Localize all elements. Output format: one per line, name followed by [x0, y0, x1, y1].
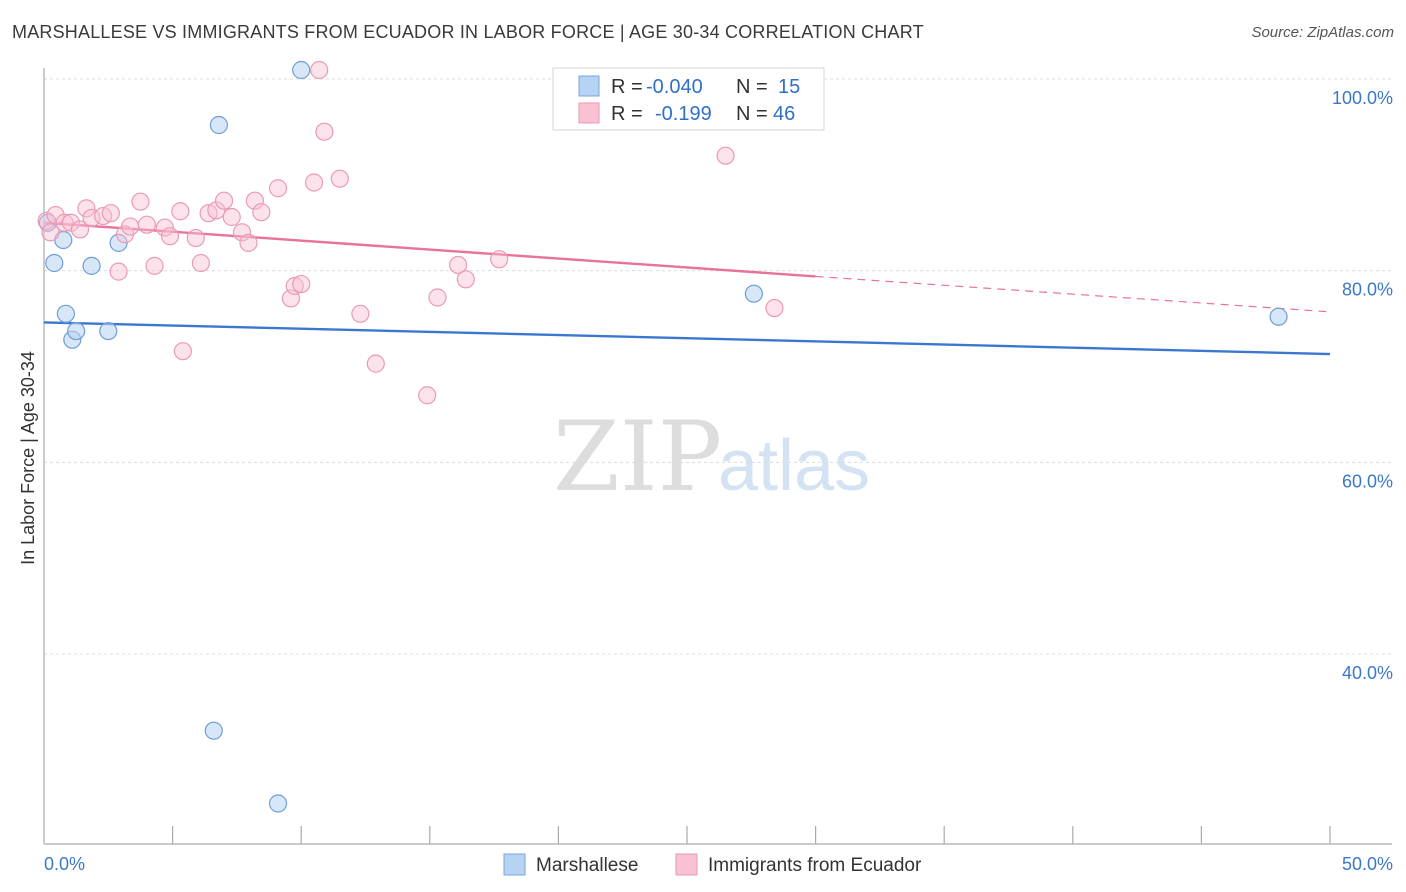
point-ecuador-20 — [186, 228, 205, 248]
source-credit: Source: ZipAtlas.com — [1251, 24, 1394, 41]
gridlines — [44, 78, 1392, 655]
y-axis-title: In Labor Force | Age 30-34 — [18, 351, 38, 565]
point-marshallese-7 — [99, 321, 118, 341]
y-tick-label-2: 60.0% — [1342, 471, 1393, 491]
point-ecuador-46 — [765, 298, 784, 318]
point-marshallese-13 — [744, 284, 763, 303]
point-ecuador-43 — [456, 270, 475, 289]
point-ecuador-14 — [137, 215, 156, 234]
point-marshallese-14 — [1269, 307, 1288, 326]
point-ecuador-9 — [101, 204, 120, 223]
point-ecuador-40 — [418, 386, 437, 405]
point-ecuador-33 — [292, 274, 311, 294]
point-ecuador-26 — [232, 223, 252, 242]
point-ecuador-15 — [145, 256, 164, 275]
legend-n-label-1: N = — [736, 103, 768, 125]
legend-r-label-0: R = — [611, 76, 643, 98]
point-ecuador-23 — [207, 201, 226, 220]
point-ecuador-39 — [366, 354, 385, 373]
legend-n-label-0: N = — [736, 76, 768, 98]
trend-lines — [43, 221, 1331, 356]
bottom-legend-swatch-ecuador — [675, 853, 698, 876]
y-tick-labels: 100.0% 80.0% 60.0% 40.0% — [1332, 88, 1393, 683]
point-ecuador-1 — [41, 223, 60, 242]
bottom-legend-label-marshallese: Marshallese — [536, 855, 638, 876]
point-ecuador-24 — [214, 191, 234, 210]
bottom-legend-label-ecuador: Immigrants from Ecuador — [708, 855, 922, 876]
point-marshallese-5 — [67, 321, 86, 341]
data-points — [37, 60, 1288, 813]
point-marshallese-9 — [209, 115, 228, 135]
point-marshallese-6 — [82, 256, 101, 275]
y-tick-label-0: 100.0% — [1332, 88, 1393, 108]
chart-title: MARSHALLESE VS IMMIGRANTS FROM ECUADOR I… — [12, 22, 924, 42]
y-tick-label-3: 40.0% — [1342, 663, 1393, 683]
point-ecuador-37 — [330, 169, 349, 188]
watermark-atlas: atlas — [718, 426, 870, 506]
point-ecuador-17 — [160, 227, 180, 246]
series-legend: Marshallese Immigrants from Ecuador — [503, 853, 922, 876]
x-tick-label-1: 50.0% — [1342, 854, 1393, 874]
point-ecuador-6 — [77, 199, 96, 218]
point-ecuador-38 — [351, 304, 370, 323]
point-ecuador-3 — [55, 213, 74, 232]
point-ecuador-10 — [109, 262, 128, 281]
point-ecuador-5 — [70, 220, 90, 239]
axes — [43, 68, 1392, 845]
y-tick-label-1: 80.0% — [1342, 280, 1393, 300]
point-ecuador-28 — [245, 191, 265, 210]
point-marshallese-1 — [45, 253, 64, 273]
stats-legend: R = -0.040 N = 15 R = -0.199 N = 46 — [552, 67, 825, 131]
point-ecuador-32 — [285, 276, 304, 296]
point-ecuador-0 — [37, 211, 56, 230]
bottom-legend-swatch-marshallese — [503, 853, 526, 876]
point-ecuador-44 — [490, 250, 509, 269]
point-ecuador-4 — [61, 213, 81, 232]
point-ecuador-25 — [222, 207, 241, 227]
trend-line-extrapolated-1 — [815, 275, 1331, 313]
point-ecuador-30 — [268, 179, 288, 198]
point-ecuador-41 — [428, 288, 447, 307]
point-ecuador-7 — [82, 208, 101, 228]
legend-r-value-0: -0.040 — [646, 76, 703, 98]
legend-swatch-marshallese — [578, 75, 600, 97]
point-marshallese-3 — [56, 304, 75, 323]
x-tick-label-0: 0.0% — [44, 854, 85, 874]
point-ecuador-18 — [171, 202, 190, 221]
point-marshallese-11 — [204, 721, 223, 740]
legend-n-value-1: 46 — [773, 103, 795, 125]
point-ecuador-36 — [315, 122, 334, 141]
point-ecuador-35 — [310, 60, 329, 80]
point-ecuador-27 — [239, 233, 258, 252]
point-ecuador-19 — [173, 342, 192, 361]
point-ecuador-12 — [121, 217, 140, 236]
point-marshallese-10 — [292, 60, 311, 80]
legend-n-value-0: 15 — [778, 76, 800, 98]
point-ecuador-45 — [716, 146, 735, 165]
point-ecuador-42 — [448, 255, 468, 275]
point-ecuador-34 — [304, 173, 324, 192]
legend-r-label-1: R = — [611, 103, 643, 125]
point-ecuador-13 — [131, 192, 150, 211]
x-tick-labels: 0.0% 50.0% — [44, 854, 1393, 874]
point-ecuador-29 — [252, 203, 271, 222]
point-marshallese-12 — [268, 794, 288, 813]
legend-r-value-1: -0.199 — [655, 103, 712, 125]
watermark-zip: ZIP — [553, 401, 722, 513]
point-ecuador-16 — [155, 218, 174, 237]
x-ticks — [172, 826, 1331, 844]
legend-swatch-ecuador — [578, 102, 600, 124]
trend-line-0 — [43, 321, 1331, 356]
point-ecuador-21 — [191, 253, 210, 273]
